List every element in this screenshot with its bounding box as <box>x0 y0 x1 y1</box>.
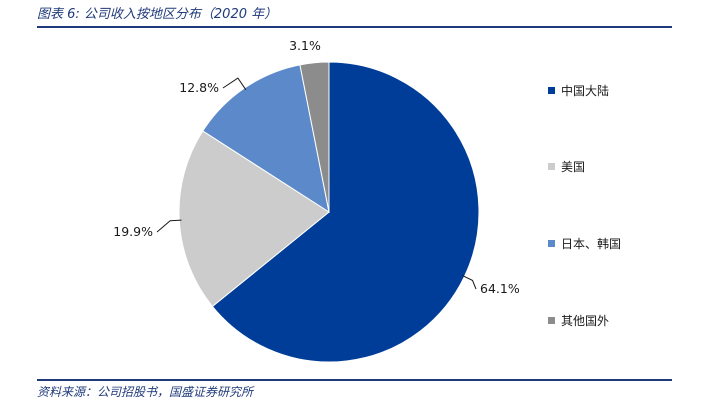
legend-label: 中国大陆 <box>561 84 610 98</box>
legend-swatch <box>548 87 555 94</box>
top-rule <box>37 26 672 28</box>
legend-item-日本-韩国: 日本、韩国 <box>548 235 621 252</box>
slice-日本-韩国-data-label: 12.8% <box>179 80 219 95</box>
source-note: 资料来源：公司招股书，国盛证券研究所 <box>37 385 254 399</box>
figure-title: 图表 6: 公司收入按地区分布（2020 年） <box>37 7 278 22</box>
slice-其他国外 <box>299 61 330 213</box>
legend-label: 美国 <box>561 160 586 174</box>
slice-其他国外-data-label: 3.1% <box>289 38 321 53</box>
bottom-rule <box>37 379 672 381</box>
legend-swatch <box>548 317 555 324</box>
legend-item-美国: 美国 <box>548 158 585 175</box>
slice-中国大陆-leader-line <box>462 275 477 290</box>
legend-swatch <box>548 240 555 247</box>
slice-美国-leader-line <box>156 219 182 233</box>
pie-data-labels: 64.1% 19.9% 12.8% 3.1% <box>113 38 520 296</box>
legend-item-其他国外: 其他国外 <box>548 312 609 329</box>
legend-label: 其他国外 <box>561 314 610 328</box>
slice-美国-data-label: 19.9% <box>113 224 153 239</box>
slice-中国大陆-data-label: 64.1% <box>480 281 520 296</box>
legend-swatch <box>548 163 555 170</box>
pie-leader-lines <box>156 77 477 290</box>
pie-slices <box>178 61 480 363</box>
slice-日本-韩国-leader-line <box>222 77 247 91</box>
legend-label: 日本、韩国 <box>561 237 622 251</box>
legend-item-中国大陆: 中国大陆 <box>548 82 609 99</box>
